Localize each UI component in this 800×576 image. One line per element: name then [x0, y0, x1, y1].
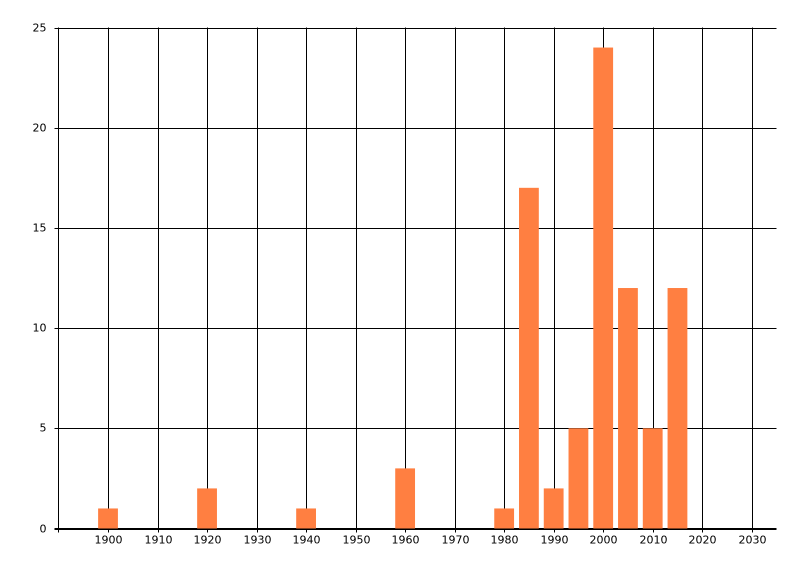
x-tick-label: 1980 [491, 534, 519, 547]
x-tick-label: 1970 [442, 534, 470, 547]
x-tick-label: 1910 [145, 534, 173, 547]
y-tick-label: 5 [40, 422, 47, 435]
x-tick-label: 2000 [590, 534, 618, 547]
bar [642, 428, 663, 529]
y-tick-label: 20 [33, 122, 47, 135]
x-tick-label: 2010 [640, 534, 668, 547]
x-tick-label: 1950 [343, 534, 371, 547]
bar [395, 468, 416, 529]
y-tick-label: 15 [33, 222, 47, 235]
bar [197, 488, 217, 529]
bar [568, 428, 589, 529]
bar [494, 508, 515, 529]
x-tick-label: 1990 [541, 534, 569, 547]
x-tick-label: 1930 [244, 534, 272, 547]
x-tick-label: 1960 [392, 534, 420, 547]
bar [593, 47, 614, 529]
bar [98, 508, 118, 529]
y-tick-label: 25 [33, 22, 47, 35]
bar [296, 508, 316, 529]
y-tick-label: 0 [40, 523, 47, 536]
bar [543, 488, 564, 529]
bar [618, 288, 638, 529]
bar [519, 187, 539, 529]
x-tick-label: 1900 [95, 534, 123, 547]
x-tick-label: 2020 [689, 534, 717, 547]
x-tick-label: 1940 [293, 534, 321, 547]
y-tick-label: 10 [33, 322, 47, 335]
x-tick-label: 1920 [194, 534, 222, 547]
x-tick-label: 2030 [739, 534, 767, 547]
bar [667, 288, 688, 529]
